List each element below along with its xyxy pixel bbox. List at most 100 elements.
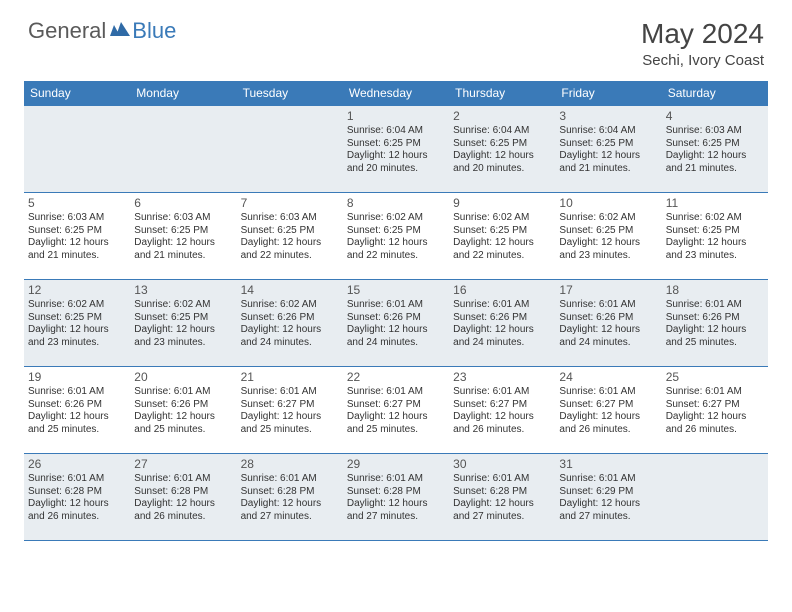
calendar-cell: 15Sunrise: 6:01 AMSunset: 6:26 PMDayligh… [343, 280, 449, 366]
day-detail: Sunrise: 6:03 AMSunset: 6:25 PMDaylight:… [666, 125, 764, 175]
day-header-cell: Friday [555, 81, 661, 105]
day-detail: Sunrise: 6:01 AMSunset: 6:28 PMDaylight:… [134, 473, 232, 523]
calendar-cell: 6Sunrise: 6:03 AMSunset: 6:25 PMDaylight… [130, 193, 236, 279]
day-number: 7 [241, 196, 339, 210]
day-detail: Sunrise: 6:01 AMSunset: 6:29 PMDaylight:… [559, 473, 657, 523]
title-block: May 2024 Sechi, Ivory Coast [641, 18, 764, 69]
calendar-cell: 20Sunrise: 6:01 AMSunset: 6:26 PMDayligh… [130, 367, 236, 453]
calendar-cell: 13 Sunrise: 6:02 AMSunset: 6:25 PMDayligh… [130, 280, 236, 366]
day-number: 19 [28, 370, 126, 384]
day-detail: Sunrise: 6:01 AMSunset: 6:27 PMDaylight:… [559, 386, 657, 436]
day-detail: Sunrise: 6:03 AMSunset: 6:25 PMDaylight:… [28, 212, 126, 262]
calendar-cell: 4 Sunrise: 6:03 AMSunset: 6:25 PMDaylight… [662, 106, 768, 192]
day-detail: Sunrise: 6:02 AMSunset: 6:25 PMDaylight:… [453, 212, 551, 262]
day-number: 4 [666, 109, 764, 123]
calendar-cell: 14 Sunrise: 6:02 AMSunset: 6:26 PMDayligh… [237, 280, 343, 366]
logo-text-blue: Blue [132, 18, 176, 44]
calendar-cell [237, 106, 343, 192]
day-header-cell: Sunday [24, 81, 130, 105]
calendar-cell: 23Sunrise: 6:01 AMSunset: 6:27 PMDayligh… [449, 367, 555, 453]
day-header-row: SundayMondayTuesdayWednesdayThursdayFrid… [24, 81, 768, 105]
day-number: 20 [134, 370, 232, 384]
calendar-cell: 9 Sunrise: 6:02 AMSunset: 6:25 PMDaylight… [449, 193, 555, 279]
calendar-cell: 17 Sunrise: 6:01 AMSunset: 6:26 PMDayligh… [555, 280, 661, 366]
day-number: 23 [453, 370, 551, 384]
day-detail: Sunrise: 6:02 AMSunset: 6:25 PMDaylight:… [559, 212, 657, 262]
calendar-cell: 3 Sunrise: 6:04 AMSunset: 6:25 PMDaylight… [555, 106, 661, 192]
day-detail: Sunrise: 6:01 AMSunset: 6:26 PMDaylight:… [559, 299, 657, 349]
day-number: 9 [453, 196, 551, 210]
day-number: 13 [134, 283, 232, 297]
day-number: 5 [28, 196, 126, 210]
day-header-cell: Tuesday [237, 81, 343, 105]
day-detail: Sunrise: 6:01 AMSunset: 6:26 PMDaylight:… [666, 299, 764, 349]
day-number: 29 [347, 457, 445, 471]
day-number: 31 [559, 457, 657, 471]
calendar-cell: 8 Sunrise: 6:02 AMSunset: 6:25 PMDaylight… [343, 193, 449, 279]
day-number: 1 [347, 109, 445, 123]
day-number: 26 [28, 457, 126, 471]
calendar-cell: 16 Sunrise: 6:01 AMSunset: 6:26 PMDayligh… [449, 280, 555, 366]
day-header-cell: Thursday [449, 81, 555, 105]
calendar-cell: 18 Sunrise: 6:01 AMSunset: 6:26 PMDayligh… [662, 280, 768, 366]
day-detail: Sunrise: 6:01 AMSunset: 6:28 PMDaylight:… [347, 473, 445, 523]
calendar-cell: 26 Sunrise: 6:01 AMSunset: 6:28 PMDayligh… [24, 454, 130, 540]
calendar-cell: 22 Sunrise: 6:01 AMSunset: 6:27 PMDayligh… [343, 367, 449, 453]
day-number: 14 [241, 283, 339, 297]
day-number: 17 [559, 283, 657, 297]
day-detail: Sunrise: 6:01 AMSunset: 6:26 PMDaylight:… [28, 386, 126, 436]
day-detail: Sunrise: 6:04 AMSunset: 6:25 PMDaylight:… [559, 125, 657, 175]
calendar-cell [24, 106, 130, 192]
logo-text-general: General [28, 18, 106, 44]
day-detail: Sunrise: 6:02 AMSunset: 6:25 PMDaylight:… [28, 299, 126, 349]
calendar-cell: 28 Sunrise: 6:01 AMSunset: 6:28 PMDayligh… [237, 454, 343, 540]
day-number: 18 [666, 283, 764, 297]
calendar-cell: 10 Sunrise: 6:02 AMSunset: 6:25 PMDayligh… [555, 193, 661, 279]
week-row: 26 Sunrise: 6:01 AMSunset: 6:28 PMDayligh… [24, 453, 768, 541]
day-header-cell: Saturday [662, 81, 768, 105]
calendar-cell: 2 Sunrise: 6:04 AMSunset: 6:25 PMDaylight… [449, 106, 555, 192]
day-detail: Sunrise: 6:03 AMSunset: 6:25 PMDaylight:… [134, 212, 232, 262]
day-number: 30 [453, 457, 551, 471]
calendar-cell: 29 Sunrise: 6:01 AMSunset: 6:28 PMDayligh… [343, 454, 449, 540]
day-detail: Sunrise: 6:02 AMSunset: 6:26 PMDaylight:… [241, 299, 339, 349]
day-number: 15 [347, 283, 445, 297]
day-number: 11 [666, 196, 764, 210]
header: General Blue May 2024 Sechi, Ivory Coast [0, 0, 792, 73]
day-detail: Sunrise: 6:01 AMSunset: 6:26 PMDaylight:… [453, 299, 551, 349]
day-number: 24 [559, 370, 657, 384]
day-detail: Sunrise: 6:01 AMSunset: 6:28 PMDaylight:… [453, 473, 551, 523]
weeks-container: 1 Sunrise: 6:04 AMSunset: 6:25 PMDaylight… [24, 105, 768, 541]
day-detail: Sunrise: 6:02 AMSunset: 6:25 PMDaylight:… [666, 212, 764, 262]
day-detail: Sunrise: 6:01 AMSunset: 6:27 PMDaylight:… [347, 386, 445, 436]
day-detail: Sunrise: 6:01 AMSunset: 6:27 PMDaylight:… [666, 386, 764, 436]
day-detail: Sunrise: 6:01 AMSunset: 6:27 PMDaylight:… [241, 386, 339, 436]
calendar-cell: 27 Sunrise: 6:01 AMSunset: 6:28 PMDayligh… [130, 454, 236, 540]
week-row: 12Sunrise: 6:02 AMSunset: 6:25 PMDayligh… [24, 279, 768, 366]
day-detail: Sunrise: 6:02 AMSunset: 6:25 PMDaylight:… [134, 299, 232, 349]
day-header-cell: Monday [130, 81, 236, 105]
day-detail: Sunrise: 6:04 AMSunset: 6:25 PMDaylight:… [453, 125, 551, 175]
calendar-cell: 25Sunrise: 6:01 AMSunset: 6:27 PMDayligh… [662, 367, 768, 453]
page-title: May 2024 [641, 18, 764, 50]
day-detail: Sunrise: 6:01 AMSunset: 6:28 PMDaylight:… [241, 473, 339, 523]
day-number: 27 [134, 457, 232, 471]
day-number: 28 [241, 457, 339, 471]
calendar-cell: 31 Sunrise: 6:01 AMSunset: 6:29 PMDayligh… [555, 454, 661, 540]
day-detail: Sunrise: 6:03 AMSunset: 6:25 PMDaylight:… [241, 212, 339, 262]
day-number: 10 [559, 196, 657, 210]
calendar-cell: 19 Sunrise: 6:01 AMSunset: 6:26 PMDayligh… [24, 367, 130, 453]
calendar-cell: 21Sunrise: 6:01 AMSunset: 6:27 PMDayligh… [237, 367, 343, 453]
calendar-cell: 30 Sunrise: 6:01 AMSunset: 6:28 PMDayligh… [449, 454, 555, 540]
calendar: SundayMondayTuesdayWednesdayThursdayFrid… [24, 81, 768, 541]
day-number: 16 [453, 283, 551, 297]
day-number: 8 [347, 196, 445, 210]
day-detail: Sunrise: 6:01 AMSunset: 6:28 PMDaylight:… [28, 473, 126, 523]
calendar-cell: 11 Sunrise: 6:02 AMSunset: 6:25 PMDayligh… [662, 193, 768, 279]
day-detail: Sunrise: 6:02 AMSunset: 6:25 PMDaylight:… [347, 212, 445, 262]
day-number: 2 [453, 109, 551, 123]
flag-icon [110, 22, 130, 36]
day-number: 3 [559, 109, 657, 123]
day-number: 22 [347, 370, 445, 384]
calendar-cell [662, 454, 768, 540]
